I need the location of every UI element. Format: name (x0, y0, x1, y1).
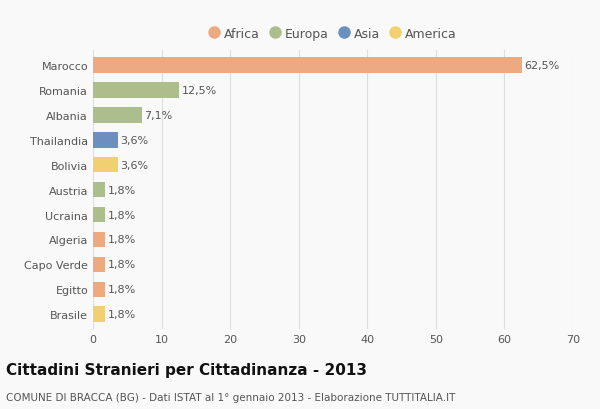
Text: 1,8%: 1,8% (108, 309, 136, 319)
Text: 62,5%: 62,5% (524, 61, 560, 71)
Bar (93, 257, 106, 272)
Bar (93, 58, 521, 74)
Bar (93, 157, 118, 173)
Text: 12,5%: 12,5% (181, 86, 217, 96)
Bar (93, 307, 106, 322)
Text: 1,8%: 1,8% (108, 260, 136, 270)
Text: 7,1%: 7,1% (145, 111, 173, 121)
Bar (93, 83, 179, 99)
Text: 3,6%: 3,6% (121, 135, 149, 146)
Text: 1,8%: 1,8% (108, 185, 136, 195)
Text: 1,8%: 1,8% (108, 285, 136, 294)
Text: COMUNE DI BRACCA (BG) - Dati ISTAT al 1° gennaio 2013 - Elaborazione TUTTITALIA.: COMUNE DI BRACCA (BG) - Dati ISTAT al 1°… (6, 392, 455, 402)
Text: Cittadini Stranieri per Cittadinanza - 2013: Cittadini Stranieri per Cittadinanza - 2… (6, 362, 367, 377)
Bar (93, 133, 118, 148)
Legend: Africa, Europa, Asia, America: Africa, Europa, Asia, America (205, 24, 461, 45)
Bar (93, 207, 106, 223)
Bar (93, 282, 106, 297)
Text: 3,6%: 3,6% (121, 160, 149, 170)
Bar (93, 108, 142, 124)
Text: 1,8%: 1,8% (108, 235, 136, 245)
Bar (93, 182, 106, 198)
Text: 1,8%: 1,8% (108, 210, 136, 220)
Bar (93, 232, 106, 247)
